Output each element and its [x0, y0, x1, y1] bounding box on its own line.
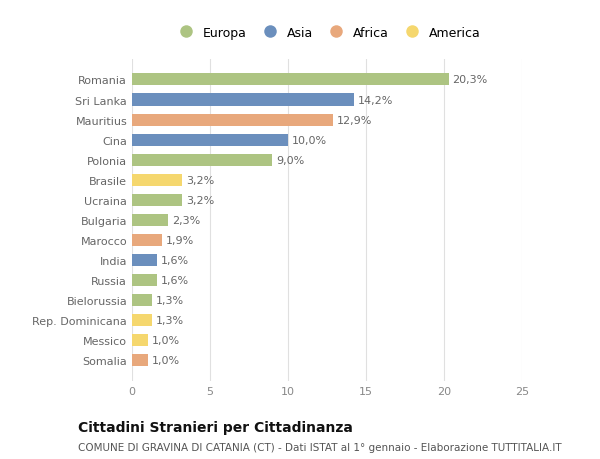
- Bar: [132, 114, 333, 126]
- Legend: Europa, Asia, Africa, America: Europa, Asia, Africa, America: [170, 24, 484, 42]
- Bar: [132, 235, 161, 246]
- Bar: [132, 134, 288, 146]
- Text: 20,3%: 20,3%: [452, 75, 488, 85]
- Text: 1,3%: 1,3%: [156, 315, 184, 325]
- Text: 3,2%: 3,2%: [186, 175, 214, 185]
- Bar: [132, 314, 152, 326]
- Bar: [132, 74, 449, 86]
- Text: 3,2%: 3,2%: [186, 196, 214, 205]
- Bar: [132, 274, 157, 286]
- Text: 1,0%: 1,0%: [151, 336, 179, 345]
- Text: 12,9%: 12,9%: [337, 115, 373, 125]
- Text: 14,2%: 14,2%: [358, 95, 393, 105]
- Text: 9,0%: 9,0%: [276, 155, 305, 165]
- Bar: [132, 194, 182, 206]
- Text: 1,9%: 1,9%: [166, 235, 194, 245]
- Bar: [132, 214, 168, 226]
- Bar: [132, 94, 353, 106]
- Bar: [132, 154, 272, 166]
- Bar: [132, 334, 148, 347]
- Text: 1,6%: 1,6%: [161, 255, 189, 265]
- Text: 1,0%: 1,0%: [151, 355, 179, 365]
- Bar: [132, 354, 148, 366]
- Bar: [132, 174, 182, 186]
- Text: 1,6%: 1,6%: [161, 275, 189, 285]
- Text: 2,3%: 2,3%: [172, 215, 200, 225]
- Text: COMUNE DI GRAVINA DI CATANIA (CT) - Dati ISTAT al 1° gennaio - Elaborazione TUTT: COMUNE DI GRAVINA DI CATANIA (CT) - Dati…: [78, 442, 562, 452]
- Bar: [132, 294, 152, 306]
- Text: 1,3%: 1,3%: [156, 295, 184, 305]
- Text: 10,0%: 10,0%: [292, 135, 327, 146]
- Text: Cittadini Stranieri per Cittadinanza: Cittadini Stranieri per Cittadinanza: [78, 420, 353, 434]
- Bar: [132, 254, 157, 266]
